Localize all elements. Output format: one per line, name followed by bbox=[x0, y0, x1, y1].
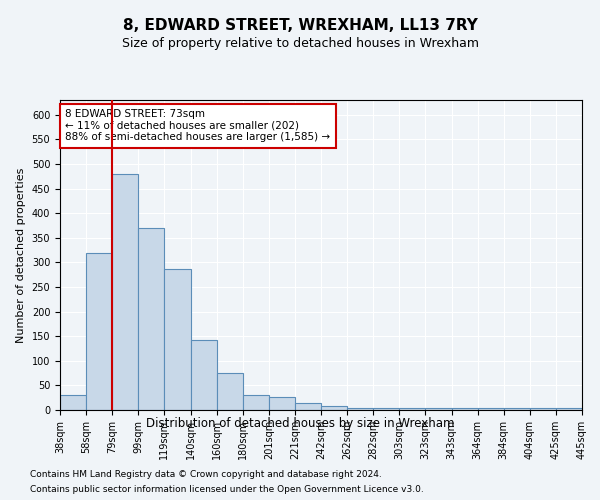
Bar bbox=[164, 269, 191, 410]
Bar bbox=[60, 395, 86, 410]
Bar bbox=[217, 373, 243, 410]
Y-axis label: Number of detached properties: Number of detached properties bbox=[16, 168, 26, 342]
Bar bbox=[556, 408, 582, 410]
Bar bbox=[269, 396, 295, 410]
Bar bbox=[321, 406, 347, 410]
Bar bbox=[86, 252, 112, 410]
Bar bbox=[139, 228, 164, 410]
Bar bbox=[347, 408, 373, 410]
Text: 8 EDWARD STREET: 73sqm
← 11% of detached houses are smaller (202)
88% of semi-de: 8 EDWARD STREET: 73sqm ← 11% of detached… bbox=[65, 110, 331, 142]
Bar bbox=[112, 174, 139, 410]
Text: Distribution of detached houses by size in Wrexham: Distribution of detached houses by size … bbox=[146, 418, 454, 430]
Text: Size of property relative to detached houses in Wrexham: Size of property relative to detached ho… bbox=[121, 38, 479, 51]
Bar bbox=[530, 408, 556, 410]
Bar bbox=[373, 408, 400, 410]
Bar bbox=[400, 408, 425, 410]
Text: Contains public sector information licensed under the Open Government Licence v3: Contains public sector information licen… bbox=[30, 485, 424, 494]
Bar bbox=[425, 408, 452, 410]
Bar bbox=[504, 408, 530, 410]
Bar bbox=[191, 340, 217, 410]
Bar bbox=[295, 402, 321, 410]
Text: Contains HM Land Registry data © Crown copyright and database right 2024.: Contains HM Land Registry data © Crown c… bbox=[30, 470, 382, 479]
Bar bbox=[243, 395, 269, 410]
Bar bbox=[452, 408, 478, 410]
Text: 8, EDWARD STREET, WREXHAM, LL13 7RY: 8, EDWARD STREET, WREXHAM, LL13 7RY bbox=[122, 18, 478, 32]
Bar bbox=[478, 408, 504, 410]
